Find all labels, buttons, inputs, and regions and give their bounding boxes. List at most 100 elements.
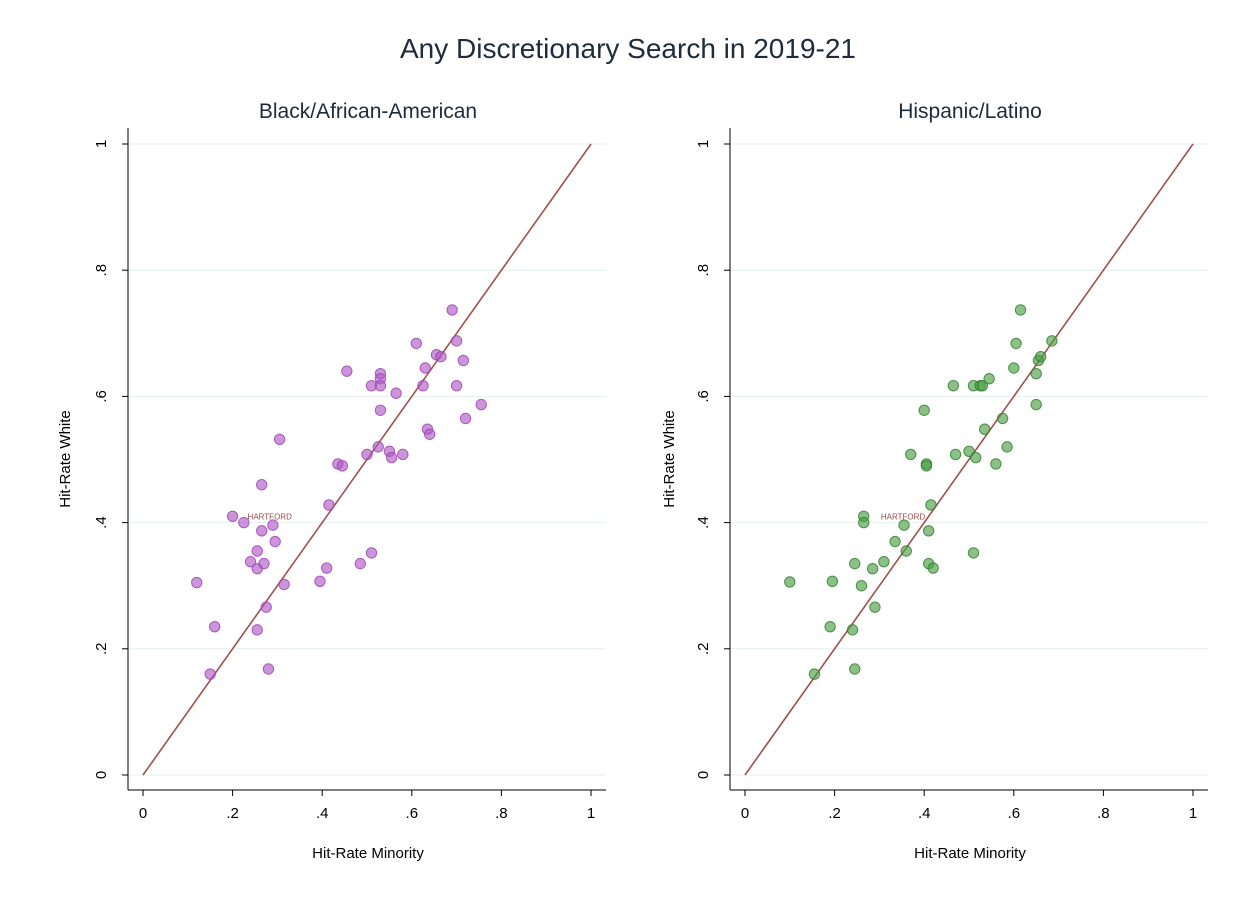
y-axis-title: Hit-Rate White: [661, 410, 678, 508]
x-tick-label: 1: [1189, 805, 1197, 822]
scatter-point: [341, 365, 353, 377]
scatter-point: [978, 423, 991, 435]
scatter-point: [390, 387, 402, 399]
scatter-point: [354, 557, 366, 570]
scatter-point: [970, 451, 982, 464]
scatter-point: [849, 663, 861, 675]
scatter-point: [385, 451, 398, 464]
scatter-point: [922, 525, 935, 537]
y-axis-title: Hit-Rate White: [57, 410, 74, 508]
scatter-point: [457, 354, 470, 367]
scatter-point: [208, 621, 221, 633]
reference-line-group: [744, 143, 1194, 776]
scatter-point: [251, 545, 263, 557]
gridlines: [129, 143, 606, 776]
scatter-points: [191, 304, 487, 680]
x-tick-label: .4: [316, 805, 329, 822]
scatter-point: [372, 441, 384, 453]
scatter-point: [983, 373, 995, 385]
x-tick-label: 1: [587, 805, 595, 822]
axes: 0 .2 .4 .6 .8 1 0 .2 .4 .6 .8 1: [695, 128, 1208, 822]
panel-hispanic-latino: Hispanic/Latino 0 .2 .4 .6 .8 1 0 .2 .4 .6 .8 1 HAR…: [661, 100, 1208, 862]
scatter-point: [446, 304, 458, 316]
y-tick-label: .6: [695, 390, 712, 403]
scatter-point: [336, 460, 349, 472]
scatter-point: [846, 624, 859, 636]
scatter-point: [475, 398, 487, 411]
scatter-point: [925, 499, 937, 511]
scatter-point: [450, 379, 463, 392]
scatter-point: [1014, 304, 1027, 316]
scatter-point: [1001, 441, 1013, 453]
x-tick-label: 0: [139, 805, 147, 822]
y-tick-label: 0: [695, 771, 712, 779]
scatter-point: [808, 668, 821, 680]
scatter-point: [191, 576, 203, 589]
panel-black-african-american: Black/African-American 0 .2 .4 .6 .8 1 0 .2 .4 .6…: [57, 100, 606, 862]
scatter-point: [256, 525, 268, 537]
scatter-point: [947, 379, 960, 392]
scatter-point: [898, 519, 910, 531]
scatter-point: [435, 350, 447, 363]
scatter-point: [1034, 350, 1047, 363]
x-tick-label: .8: [1097, 805, 1110, 822]
x-tick-label: .6: [406, 805, 419, 822]
scatter-point: [269, 535, 281, 548]
scatter-point: [858, 516, 870, 529]
scatter-point: [918, 404, 930, 416]
scatter-point: [869, 601, 881, 613]
scatter-point: [374, 404, 387, 416]
scatter-point: [267, 519, 279, 531]
scatter-point: [417, 379, 429, 392]
scatter-point: [900, 545, 912, 557]
point-annotation: HARTFORD: [881, 512, 926, 521]
scatter-point: [256, 479, 268, 491]
scatter-point: [996, 412, 1009, 425]
scatter-point: [949, 448, 962, 461]
scatter-point: [855, 580, 868, 592]
scatter-point: [824, 621, 836, 633]
panel-title: Hispanic/Latino: [898, 100, 1042, 123]
scatter-point: [361, 448, 373, 461]
scatter-point: [365, 547, 378, 559]
scatter-point: [374, 379, 387, 392]
axes: 0 .2 .4 .6 .8 1 0 .2 .4 .6 .8 1: [93, 128, 606, 822]
scatter-point: [419, 362, 431, 374]
y-tick-label: .2: [93, 643, 110, 656]
scatter-point: [278, 578, 290, 591]
scatter-point: [784, 576, 796, 588]
x-tick-label: 0: [741, 805, 749, 822]
scatter-point: [238, 516, 250, 529]
scatter-point: [905, 448, 917, 461]
scatter-point: [866, 562, 879, 575]
scatter-point: [1008, 362, 1020, 374]
scatter-point: [967, 547, 980, 559]
scatter-point: [258, 557, 270, 570]
scatter-point: [1030, 398, 1042, 411]
y-tick-label: 0: [93, 771, 110, 779]
scatter-point: [204, 668, 216, 680]
y-tick-label: .2: [695, 643, 712, 656]
x-tick-label: .2: [828, 805, 841, 822]
scatter-point: [226, 510, 239, 522]
scatter-point: [450, 335, 463, 347]
scatter-point: [990, 458, 1002, 470]
y-tick-label: .8: [695, 264, 712, 277]
x-tick-label: .4: [918, 805, 931, 822]
scatter-point: [459, 412, 472, 425]
scatter-point: [244, 556, 257, 568]
reference-line: [744, 143, 1194, 776]
figure-title: Any Discretionary Search in 2019-21: [400, 33, 856, 64]
scatter-point: [323, 499, 335, 511]
scatter-point: [920, 460, 933, 472]
x-tick-label: .2: [226, 805, 239, 822]
x-tick-label: .8: [495, 805, 508, 822]
scatter-point: [314, 575, 326, 587]
x-tick-label: .6: [1008, 805, 1021, 822]
scatter-point: [927, 562, 939, 574]
y-tick-label: .4: [695, 516, 712, 529]
scatter-point: [397, 448, 409, 461]
scatter-point: [826, 575, 839, 587]
